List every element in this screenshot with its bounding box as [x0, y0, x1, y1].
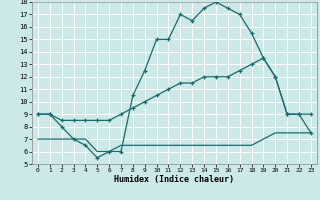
- X-axis label: Humidex (Indice chaleur): Humidex (Indice chaleur): [115, 175, 234, 184]
